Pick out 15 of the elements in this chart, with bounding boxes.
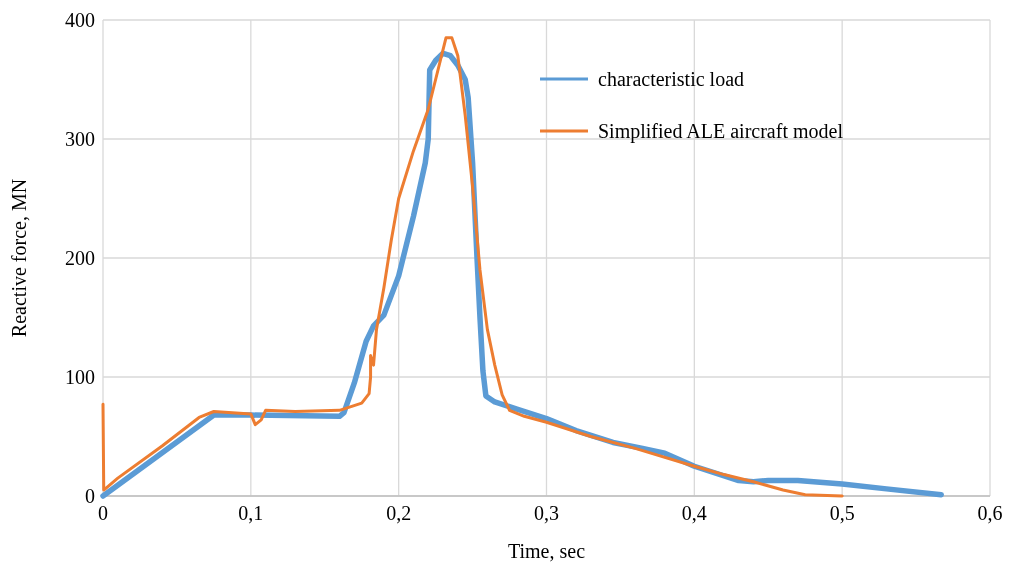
x-tick-label: 0,5 — [829, 502, 855, 524]
x-tick-label: 0,6 — [977, 502, 1003, 524]
x-axis-title: Time, sec — [507, 540, 586, 562]
x-tick-label: 0,2 — [386, 502, 412, 524]
y-tick-label: 100 — [65, 366, 95, 388]
legend-label: Simplified ALE aircraft model — [598, 120, 844, 143]
y-tick-label: 300 — [65, 128, 95, 150]
legend-label: characteristic load — [598, 68, 745, 90]
x-tick-label: 0,3 — [534, 502, 559, 524]
y-tick-label: 0 — [85, 485, 95, 507]
x-tick-label: 0,4 — [681, 502, 707, 524]
x-tick-label: 0,1 — [238, 502, 264, 524]
y-tick-label: 400 — [65, 9, 95, 31]
y-axis-title: Reactive force, MN — [8, 178, 30, 338]
y-tick-label: 200 — [65, 247, 95, 269]
